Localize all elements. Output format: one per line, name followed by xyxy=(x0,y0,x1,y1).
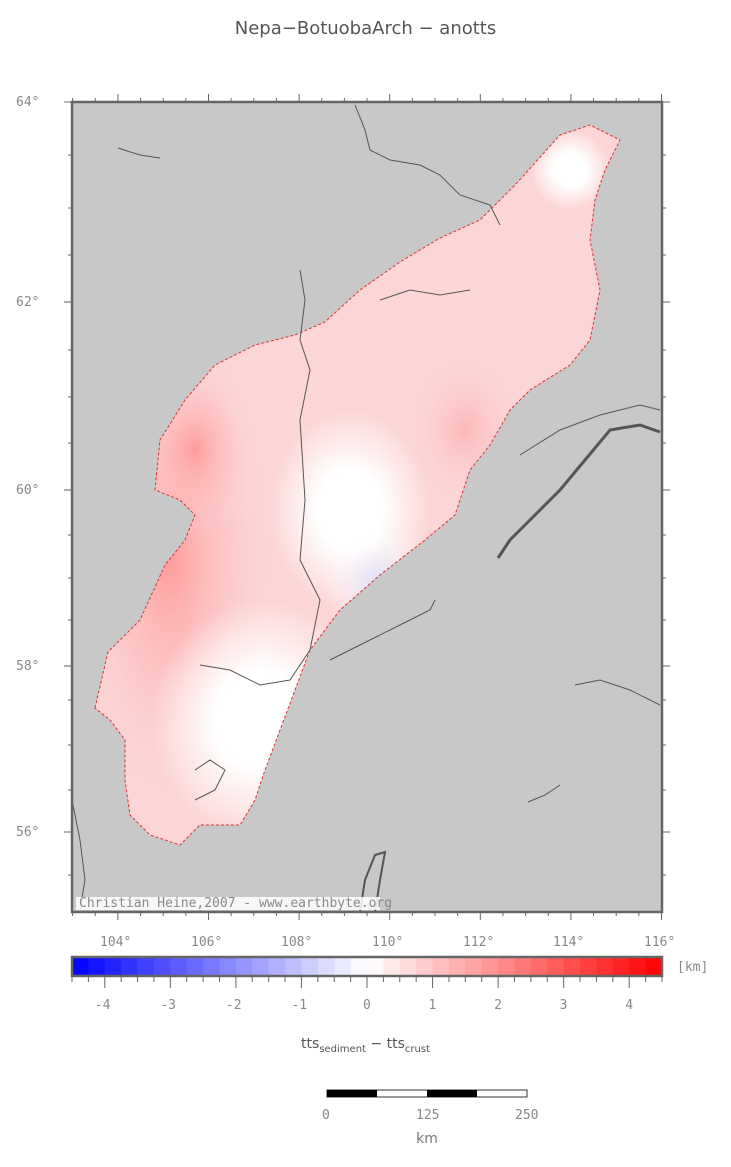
colorbar-bin xyxy=(645,957,663,976)
scale-label-250: 250 xyxy=(515,1108,539,1123)
lon-label-110: 110° xyxy=(372,935,404,950)
lat-label-56: 56° xyxy=(16,825,40,840)
colorbar-bin xyxy=(252,957,270,976)
lat-label-60: 60° xyxy=(16,483,40,498)
label-sep: − xyxy=(365,1036,387,1052)
lon-label-116: 116° xyxy=(644,935,676,950)
colorbar-bin xyxy=(580,957,597,976)
colorbar-bin xyxy=(317,957,335,976)
colorbar-bin xyxy=(465,957,483,976)
colorbar-title: ttssediment − ttscrust xyxy=(0,1036,731,1055)
lon-label-106: 106° xyxy=(191,935,223,950)
lon-label-112: 112° xyxy=(463,935,495,950)
colorbar-tick-label: -3 xyxy=(160,998,176,1013)
colorbar-bin xyxy=(612,957,630,976)
colorbar-bin xyxy=(170,957,188,976)
colorbar-bin xyxy=(383,957,401,976)
colorbar-bin xyxy=(514,957,532,976)
colorbar-tick-label: 0 xyxy=(363,998,371,1013)
colorbar-bin xyxy=(186,957,204,976)
scale-label-125: 125 xyxy=(416,1108,440,1123)
colorbar-tick-label: -4 xyxy=(94,998,111,1013)
lat-label-62: 62° xyxy=(16,295,40,310)
colorbar-bin xyxy=(72,957,89,976)
rivers xyxy=(71,104,661,911)
colorbar-bin xyxy=(547,957,565,976)
colorbar-bin xyxy=(235,957,253,976)
colorbar-bin xyxy=(268,957,286,976)
colorbar xyxy=(72,957,663,976)
colorbar-bin xyxy=(530,957,548,976)
map-title: Nepa−BotuobaArch − anotts xyxy=(234,18,497,39)
colorbar-bin xyxy=(104,957,122,976)
colorbar-tick-label: 1 xyxy=(428,998,437,1013)
colorbar-bin xyxy=(629,957,647,976)
colorbar-unit: [km] xyxy=(677,960,709,975)
credit-box xyxy=(76,897,380,910)
colorbar-tick-label: 2 xyxy=(494,998,502,1013)
colorbar-bin xyxy=(203,957,220,976)
colorbar-bin xyxy=(137,957,155,976)
scale-bar xyxy=(326,1089,528,1098)
lon-label-114: 114° xyxy=(553,935,585,950)
credit-text: Christian Heine,2007 - www.earthbyte.org xyxy=(79,896,392,911)
colorbar-bin xyxy=(563,957,581,976)
colorbar-tick-label: 3 xyxy=(559,998,568,1013)
colorbar-bin xyxy=(416,957,434,976)
colorbar-bin xyxy=(448,957,466,976)
lat-label-58: 58° xyxy=(16,659,40,674)
lon-label-104: 104° xyxy=(100,935,132,950)
scale-unit: km xyxy=(416,1131,438,1147)
label-part: tts xyxy=(386,1036,405,1052)
scale-label-0: 0 xyxy=(322,1108,330,1123)
colorbar-bin xyxy=(367,957,384,976)
colorbar-bin xyxy=(481,957,499,976)
colorbar-bin xyxy=(301,957,319,976)
colorbar-tick-label: -2 xyxy=(225,998,242,1013)
colorbar-tick-label: -1 xyxy=(291,998,308,1013)
lake-shore xyxy=(359,850,387,913)
colorbar-bin xyxy=(88,957,106,976)
colorbar-bin xyxy=(285,957,302,976)
colorbar-bin xyxy=(334,957,352,976)
colorbar-bin xyxy=(399,957,417,976)
colorbar-bin xyxy=(350,957,368,976)
major-river xyxy=(496,423,661,559)
colorbar-bin xyxy=(498,957,515,976)
colorbar-bin xyxy=(596,957,614,976)
colorbar-tick-label: 4 xyxy=(625,998,634,1013)
colorbar-bin xyxy=(432,957,450,976)
colorbar-bin xyxy=(219,957,237,976)
label-part: tts xyxy=(301,1036,320,1052)
label-sub: sediment xyxy=(319,1043,366,1055)
lon-label-108: 108° xyxy=(281,935,313,950)
colorbar-ticks xyxy=(71,976,663,988)
colorbar-bin xyxy=(121,957,139,976)
lat-label-64: 64° xyxy=(16,95,40,110)
frame-ticks xyxy=(64,94,670,920)
label-sub: crust xyxy=(404,1043,430,1055)
colorbar-bin xyxy=(153,957,171,976)
